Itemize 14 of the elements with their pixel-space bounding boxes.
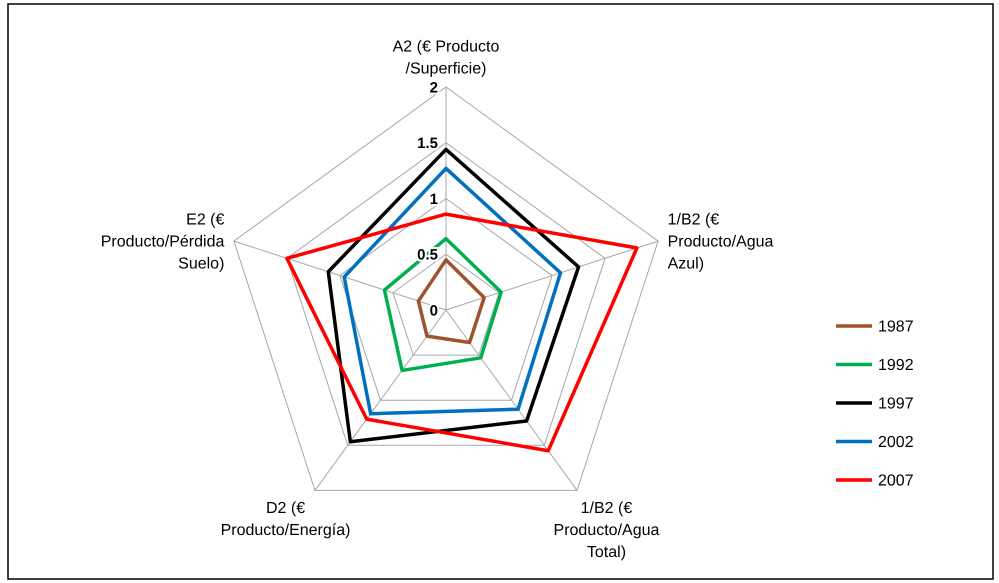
spoke-label: A2 (€ Producto /Superficie) — [392, 38, 500, 78]
legend-label: 2007 — [878, 472, 914, 490]
y-tick-label: 1.5 — [417, 135, 438, 152]
y-tick-label: 0 — [430, 302, 438, 320]
y-tick-label: 1 — [430, 190, 438, 208]
legend-label: 2002 — [878, 434, 914, 452]
legend-label: 1992 — [878, 357, 914, 374]
spoke-label: E2 (€ Producto/Pérdida Suelo) — [100, 212, 224, 273]
y-tick-label: 2 — [430, 79, 438, 96]
spoke-label: D2 (€ Producto/Energía) — [220, 500, 350, 539]
legend-label: 1987 — [878, 318, 914, 336]
legend-label: 1997 — [878, 396, 914, 413]
spoke-label: 1/B2 (€ Producto/Agua Total) — [554, 500, 660, 561]
spoke-label: 1/B2 (€ Producto/Agua Azul) — [668, 212, 774, 273]
